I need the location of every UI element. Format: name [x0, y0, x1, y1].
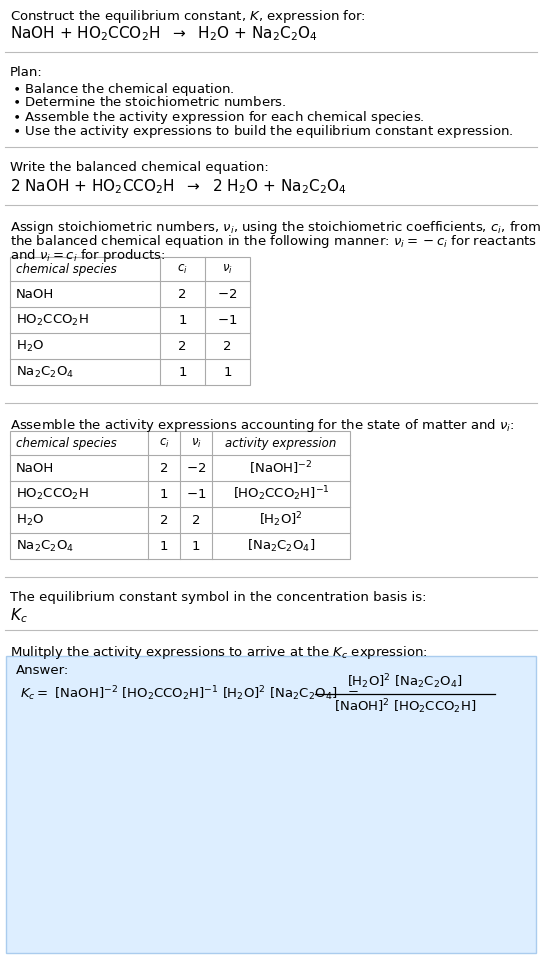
Text: H$_2$O: H$_2$O — [16, 339, 44, 354]
Text: $\nu_i$: $\nu_i$ — [222, 263, 233, 275]
Text: Na$_2$C$_2$O$_4$: Na$_2$C$_2$O$_4$ — [16, 364, 74, 380]
Text: $K_c$: $K_c$ — [10, 606, 28, 624]
Text: Construct the equilibrium constant, $K$, expression for:: Construct the equilibrium constant, $K$,… — [10, 8, 366, 25]
Text: Na$_2$C$_2$O$_4$: Na$_2$C$_2$O$_4$ — [16, 538, 74, 553]
Text: NaOH: NaOH — [16, 288, 54, 300]
Text: 2 NaOH + HO$_2$CCO$_2$H  $\rightarrow$  2 H$_2$O + Na$_2$C$_2$O$_4$: 2 NaOH + HO$_2$CCO$_2$H $\rightarrow$ 2 … — [10, 177, 347, 196]
Text: The equilibrium constant symbol in the concentration basis is:: The equilibrium constant symbol in the c… — [10, 591, 427, 604]
Text: Write the balanced chemical equation:: Write the balanced chemical equation: — [10, 161, 269, 174]
Text: chemical species: chemical species — [16, 436, 117, 450]
Text: 2: 2 — [178, 339, 187, 353]
Text: $c_i$: $c_i$ — [159, 436, 169, 450]
Text: Assign stoichiometric numbers, $\nu_i$, using the stoichiometric coefficients, $: Assign stoichiometric numbers, $\nu_i$, … — [10, 219, 541, 236]
Text: HO$_2$CCO$_2$H: HO$_2$CCO$_2$H — [16, 486, 89, 502]
Text: $-1$: $-1$ — [186, 487, 206, 501]
Text: $-2$: $-2$ — [217, 288, 237, 300]
Bar — [10, 431, 350, 559]
Text: [HO$_2$CCO$_2$H]$^{-1}$: [HO$_2$CCO$_2$H]$^{-1}$ — [233, 484, 330, 503]
Text: $-2$: $-2$ — [186, 461, 206, 475]
Text: 1: 1 — [223, 365, 232, 379]
Text: 1: 1 — [192, 540, 200, 552]
Bar — [10, 257, 250, 385]
Text: 2: 2 — [178, 288, 187, 300]
Text: the balanced chemical equation in the following manner: $\nu_i = -c_i$ for react: the balanced chemical equation in the fo… — [10, 233, 537, 250]
Text: 2: 2 — [192, 513, 200, 526]
Text: 1: 1 — [178, 365, 187, 379]
Bar — [6, 656, 536, 953]
Text: HO$_2$CCO$_2$H: HO$_2$CCO$_2$H — [16, 313, 89, 328]
Text: 2: 2 — [223, 339, 232, 353]
Bar — [10, 257, 250, 385]
Text: Plan:: Plan: — [10, 66, 43, 79]
Text: 1: 1 — [160, 540, 168, 552]
Text: $\bullet$ Use the activity expressions to build the equilibrium constant express: $\bullet$ Use the activity expressions t… — [12, 123, 513, 140]
Text: [NaOH]$^{-2}$: [NaOH]$^{-2}$ — [249, 459, 313, 477]
Text: 2: 2 — [160, 513, 168, 526]
Text: $\bullet$ Determine the stoichiometric numbers.: $\bullet$ Determine the stoichiometric n… — [12, 95, 287, 109]
Text: Mulitply the activity expressions to arrive at the $K_c$ expression:: Mulitply the activity expressions to arr… — [10, 644, 428, 661]
Text: NaOH: NaOH — [16, 461, 54, 475]
Text: and $\nu_i = c_i$ for products:: and $\nu_i = c_i$ for products: — [10, 247, 166, 264]
Text: 2: 2 — [160, 461, 168, 475]
Text: 1: 1 — [160, 487, 168, 501]
Text: $-1$: $-1$ — [217, 314, 238, 326]
Text: 1: 1 — [178, 314, 187, 326]
Text: H$_2$O: H$_2$O — [16, 512, 44, 527]
Text: [H$_2$O]$^2$: [H$_2$O]$^2$ — [259, 510, 303, 529]
Text: Assemble the activity expressions accounting for the state of matter and $\nu_i$: Assemble the activity expressions accoun… — [10, 417, 515, 434]
Text: $\bullet$ Balance the chemical equation.: $\bullet$ Balance the chemical equation. — [12, 81, 235, 98]
Text: chemical species: chemical species — [16, 263, 117, 275]
Text: [H$_2$O]$^2$ [Na$_2$C$_2$O$_4$]: [H$_2$O]$^2$ [Na$_2$C$_2$O$_4$] — [347, 672, 463, 691]
Text: activity expression: activity expression — [225, 436, 337, 450]
Text: [Na$_2$C$_2$O$_4$]: [Na$_2$C$_2$O$_4$] — [247, 538, 315, 554]
Text: Answer:: Answer: — [16, 664, 69, 677]
Text: $\nu_i$: $\nu_i$ — [191, 436, 202, 450]
Text: $c_i$: $c_i$ — [177, 263, 188, 275]
Text: $\bullet$ Assemble the activity expression for each chemical species.: $\bullet$ Assemble the activity expressi… — [12, 109, 425, 126]
Text: $K_c = $ [NaOH]$^{-2}$ [HO$_2$CCO$_2$H]$^{-1}$ [H$_2$O]$^2$ [Na$_2$C$_2$O$_4$]  : $K_c = $ [NaOH]$^{-2}$ [HO$_2$CCO$_2$H]$… — [20, 685, 359, 703]
Text: [NaOH]$^2$ [HO$_2$CCO$_2$H]: [NaOH]$^2$ [HO$_2$CCO$_2$H] — [334, 697, 476, 716]
Bar — [10, 431, 350, 559]
Text: NaOH + HO$_2$CCO$_2$H  $\rightarrow$  H$_2$O + Na$_2$C$_2$O$_4$: NaOH + HO$_2$CCO$_2$H $\rightarrow$ H$_2… — [10, 24, 318, 43]
